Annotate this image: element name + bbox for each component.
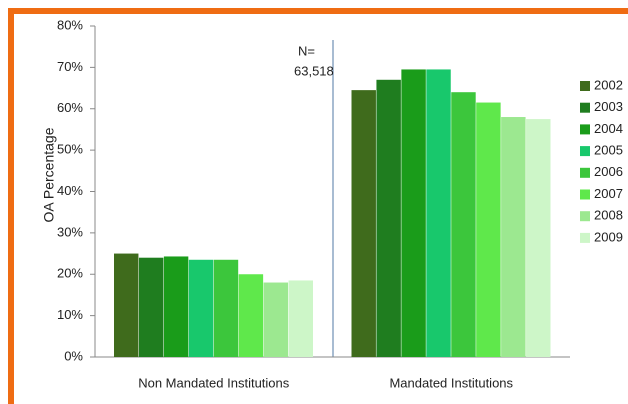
annotation: N= — [298, 43, 315, 58]
bar — [114, 253, 139, 357]
bar — [163, 256, 189, 357]
y-tick-label: 70% — [57, 59, 83, 74]
x-tick-label: Non Mandated Institutions — [138, 375, 290, 390]
legend-label: 2007 — [594, 186, 623, 201]
bar — [263, 282, 289, 357]
legend-swatch — [580, 81, 590, 91]
bar — [401, 69, 426, 357]
x-tick-label: Mandated Institutions — [389, 375, 513, 390]
bar — [376, 79, 401, 357]
y-tick-label: 60% — [57, 100, 83, 115]
frame-top — [8, 8, 628, 14]
y-tick-label: 10% — [57, 307, 83, 322]
legend-label: 2008 — [594, 208, 623, 223]
annotation: 63,518 — [294, 63, 334, 78]
legend-label: 2003 — [594, 99, 623, 114]
legend-label: 2006 — [594, 164, 623, 179]
y-tick-label: 40% — [57, 183, 83, 198]
legend-swatch — [580, 211, 590, 222]
legend-label: 2009 — [594, 229, 623, 244]
legend-swatch — [580, 232, 590, 243]
bar — [526, 119, 551, 357]
bar — [238, 274, 264, 357]
bar — [138, 257, 164, 357]
frame-left — [8, 8, 14, 404]
legend-label: 2005 — [594, 143, 623, 158]
legend-swatch — [580, 189, 590, 200]
bar — [451, 92, 476, 357]
legend-swatch — [580, 146, 590, 157]
bar — [188, 259, 214, 357]
bar — [288, 280, 313, 357]
y-tick-label: 0% — [64, 348, 83, 363]
legend-swatch — [580, 124, 590, 135]
bar — [426, 69, 451, 357]
legend-swatch — [580, 167, 590, 178]
y-tick-label: 50% — [57, 142, 83, 157]
legend-swatch — [580, 102, 590, 113]
bar — [476, 102, 501, 357]
legend-label: 2004 — [594, 121, 623, 136]
y-tick-label: 20% — [57, 266, 83, 281]
bar — [351, 90, 376, 357]
y-tick-label: 80% — [57, 17, 83, 32]
legend-label: 2002 — [594, 77, 623, 92]
y-axis-label: OA Percentage — [41, 127, 57, 222]
bar — [501, 117, 526, 358]
bar — [213, 259, 239, 357]
y-tick-label: 30% — [57, 224, 83, 239]
